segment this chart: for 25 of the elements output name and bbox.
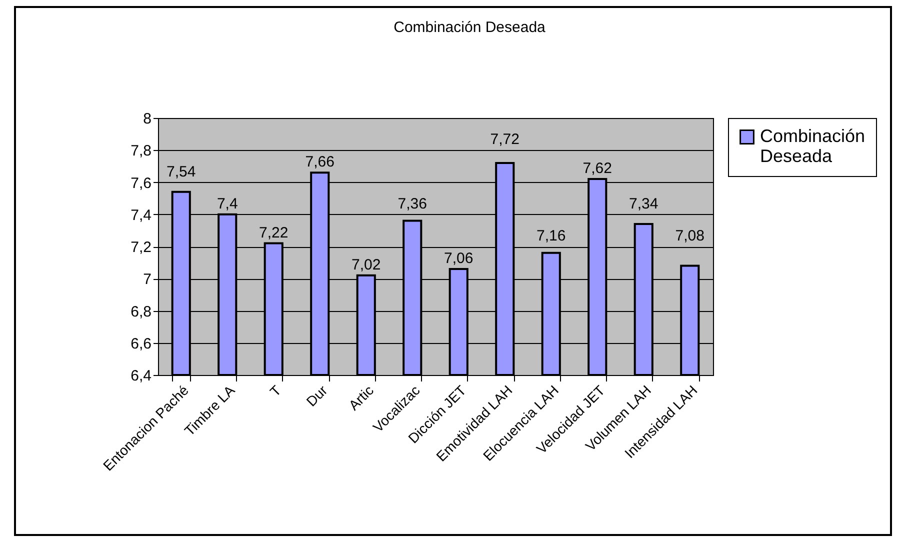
legend-label: Combinación Deseada	[760, 126, 866, 166]
data-label: 7,72	[490, 131, 520, 148]
data-label: 7,36	[398, 195, 427, 212]
data-label: 7,02	[352, 256, 381, 274]
x-tick-label: T	[266, 382, 284, 400]
y-tick-label: 7,8	[130, 142, 152, 160]
y-tick-label: 6,6	[130, 335, 152, 352]
data-label: 7,06	[444, 250, 474, 267]
y-tick-label: 7,6	[130, 174, 152, 192]
data-label: 7,4	[216, 195, 238, 212]
chart-title: Combinación Deseada	[394, 19, 546, 36]
data-label: 7,22	[259, 224, 288, 242]
data-label: 7,62	[582, 160, 612, 178]
y-tick-label: 6,4	[130, 368, 152, 384]
y-tick-label: 6,8	[130, 303, 152, 320]
data-label: 7,08	[675, 228, 704, 244]
y-tick-label: 7,4	[130, 206, 152, 224]
y-tick-label: 7,2	[130, 239, 152, 256]
data-label: 7,34	[629, 195, 658, 212]
y-tick-label: 8	[143, 110, 152, 128]
x-tick-label: Dur	[303, 382, 331, 410]
data-label: 7,54	[166, 163, 196, 180]
data-label: 7,66	[305, 154, 334, 171]
y-tick-label: 7	[143, 271, 152, 288]
data-label: 7,16	[536, 228, 566, 244]
